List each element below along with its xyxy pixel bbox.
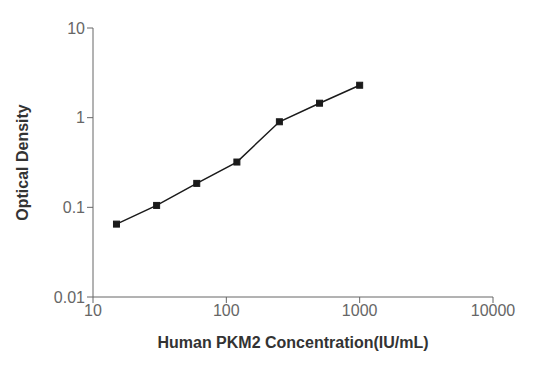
svg-text:0.01: 0.01 — [54, 289, 85, 306]
svg-text:Optical Density: Optical Density — [14, 104, 31, 221]
svg-text:10: 10 — [84, 302, 102, 319]
svg-text:Human PKM2 Concentration(IU/mL: Human PKM2 Concentration(IU/mL) — [157, 334, 428, 351]
svg-text:1000: 1000 — [342, 302, 378, 319]
svg-text:10000: 10000 — [471, 302, 516, 319]
svg-text:0.1: 0.1 — [63, 199, 85, 216]
svg-text:1: 1 — [76, 109, 85, 126]
svg-text:10: 10 — [67, 20, 85, 37]
svg-text:100: 100 — [213, 302, 240, 319]
